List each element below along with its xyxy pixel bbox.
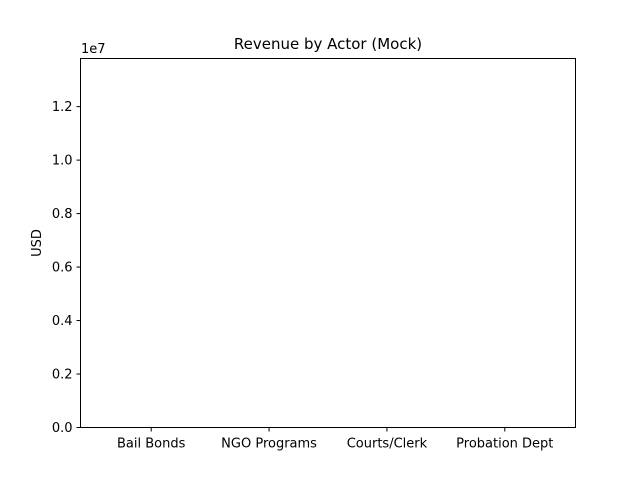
x-tick-label: NGO Programs xyxy=(221,437,317,452)
x-tick-label: Courts/Clerk xyxy=(347,437,428,452)
y-tick-label: 0.8 xyxy=(52,207,73,222)
y-axis-ticks: 0.0 0.2 0.4 0.6 0.8 1.0 1.2 xyxy=(52,100,81,436)
y-tick-label: 0.6 xyxy=(52,261,73,276)
y-tick-label: 0.4 xyxy=(52,314,73,329)
x-tick-label: Probation Dept xyxy=(456,437,553,452)
plot-frame xyxy=(80,58,576,428)
y-tick-label: 1.2 xyxy=(52,100,73,115)
y-tick-label: 0.0 xyxy=(52,421,73,436)
y-axis-offset-label: 1e7 xyxy=(81,42,106,57)
x-tick-label: Bail Bonds xyxy=(117,437,186,452)
y-tick-label: 1.0 xyxy=(52,154,73,169)
chart-title: Revenue by Actor (Mock) xyxy=(234,35,422,53)
x-axis-ticks: Bail Bonds NGO Programs Courts/Clerk Probat… xyxy=(117,427,553,452)
y-tick-label: 0.2 xyxy=(52,368,73,383)
y-axis-label: USD xyxy=(30,229,45,257)
